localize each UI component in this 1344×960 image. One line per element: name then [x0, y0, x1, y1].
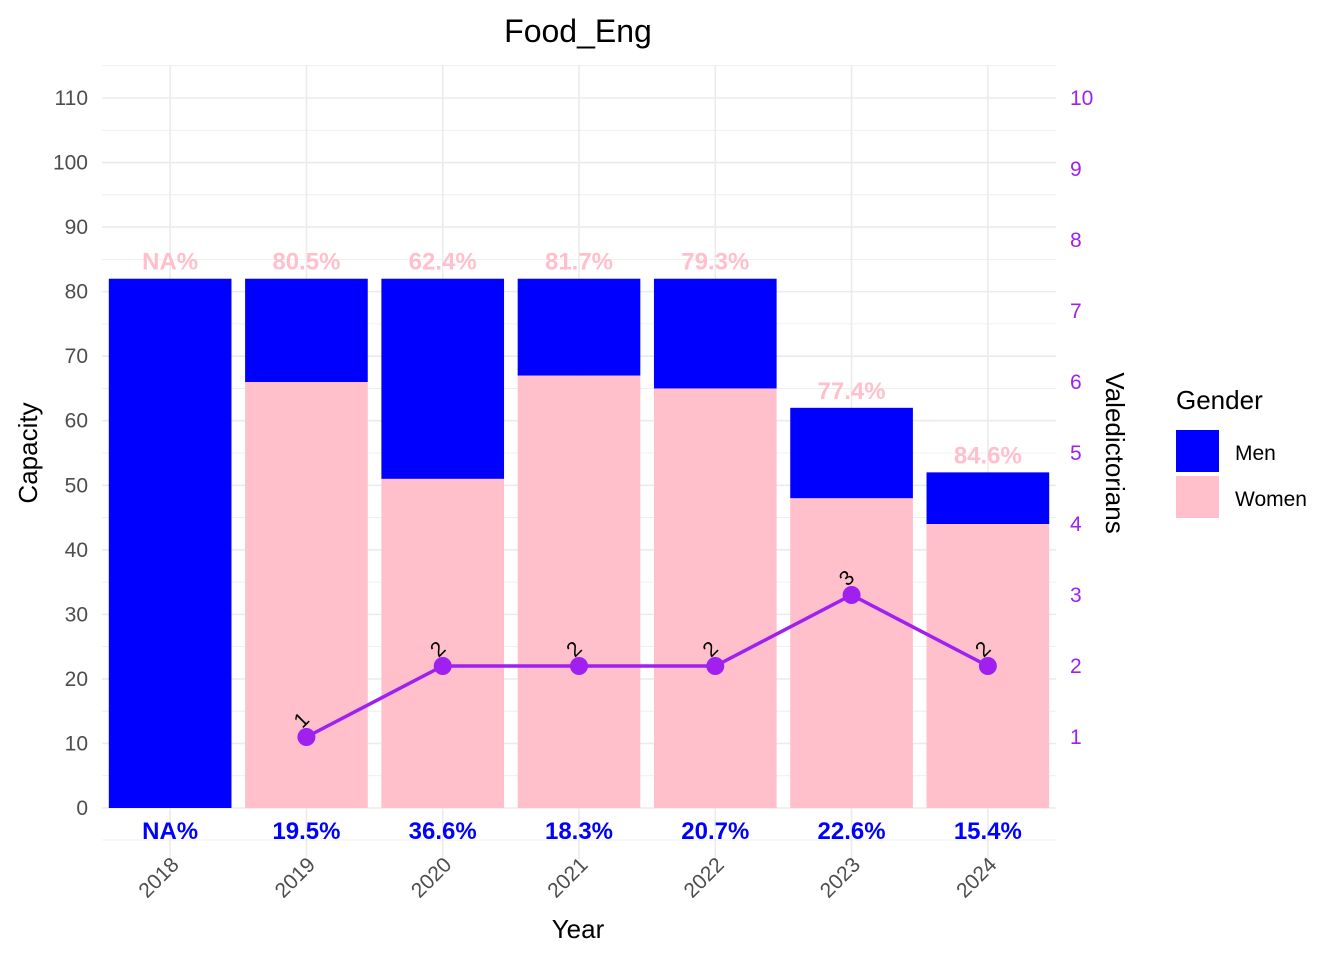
y-tick-label: 60 [65, 410, 88, 433]
y2-tick-label: 6 [1070, 371, 1082, 394]
bar-men-2023 [790, 407, 913, 499]
y-axis-title: Capacity [13, 402, 43, 503]
top-percent-label: 79.3% [681, 249, 749, 276]
bar-men-2018 [108, 278, 232, 808]
bottom-percent-label: 15.4% [954, 818, 1022, 845]
y2-tick-label: 9 [1070, 158, 1082, 181]
y-tick-label: 70 [65, 345, 88, 368]
line-point [570, 657, 588, 675]
line-point [978, 657, 997, 675]
top-percent-label: 80.5% [272, 249, 340, 276]
y-tick-label: 80 [65, 281, 88, 304]
bottom-percent-labels: NA% 19.5% 36.6% 18.3% 20.7% 22.6% 15.4% [142, 818, 1022, 845]
x-axis-title: Year [552, 914, 605, 944]
bar-men-2022 [653, 278, 777, 389]
bars [108, 278, 1050, 808]
bar-men-2020 [381, 278, 505, 479]
y2-tick-label: 1 [1070, 726, 1082, 749]
legend-swatch-men [1176, 430, 1219, 472]
y2-tick-label: 8 [1070, 229, 1082, 252]
top-percent-label: 62.4% [409, 249, 477, 276]
line-point [297, 728, 316, 746]
x-tick-label: 2024 [952, 853, 1002, 903]
x-axis: 2018 2019 2020 2021 2022 2023 2024 [134, 853, 1001, 903]
bottom-percent-label: 18.3% [545, 818, 613, 845]
y-tick-label: 20 [65, 668, 88, 691]
right-axis: 1 2 3 4 5 6 7 8 9 10 [1070, 87, 1093, 749]
x-tick-label: 2023 [816, 853, 865, 902]
y2-tick-label: 3 [1070, 584, 1082, 607]
line-path [305, 593, 989, 739]
legend: Gender Men Women [1176, 385, 1307, 518]
x-tick-label: 2022 [680, 853, 729, 902]
bar-women-2022 [653, 388, 777, 808]
top-percent-label: NA% [142, 249, 198, 276]
top-percent-label: 81.7% [545, 249, 613, 276]
bar-men-2024 [926, 472, 1050, 524]
legend-label-men: Men [1235, 442, 1276, 465]
legend-label-women: Women [1235, 488, 1307, 511]
y-tick-label: 10 [65, 732, 88, 755]
chart-title: Food_Eng [504, 13, 652, 49]
line-point [433, 657, 452, 675]
bottom-percent-label: 22.6% [818, 818, 886, 845]
top-percent-label: 77.4% [818, 378, 886, 405]
y-tick-label: 40 [65, 539, 88, 562]
y2-tick-label: 5 [1070, 442, 1082, 465]
y-tick-label: 0 [76, 797, 88, 820]
top-percent-label: 84.6% [954, 442, 1022, 469]
line-point [842, 586, 861, 604]
line-point [706, 657, 725, 675]
bar-women-2023 [790, 498, 913, 808]
bar-men-2019 [245, 278, 368, 382]
left-axis: 0 10 20 30 40 50 60 70 80 90 100 110 [53, 87, 88, 820]
bottom-percent-label: 19.5% [272, 818, 340, 845]
top-percent-labels: NA% 80.5% 62.4% 81.7% 79.3% 77.4% 84.6% [142, 249, 1022, 470]
valedictorian-line: 12 2 232 [290, 566, 997, 746]
bar-women-2021 [517, 375, 641, 808]
bottom-percent-label: 20.7% [681, 818, 749, 845]
x-tick-label: 2021 [543, 853, 592, 902]
bar-women-2020 [381, 478, 505, 808]
y-tick-label: 90 [65, 216, 88, 239]
y-tick-label: 30 [65, 603, 88, 626]
y-tick-label: 100 [53, 152, 88, 175]
x-tick-label: 2020 [407, 853, 456, 902]
legend-title: Gender [1176, 385, 1263, 415]
y2-tick-label: 10 [1070, 87, 1093, 110]
y-tick-label: 50 [65, 474, 88, 497]
x-tick-label: 2018 [134, 853, 183, 902]
y2-axis-title: Valedictorians [1100, 372, 1130, 533]
y-tick-label: 110 [55, 87, 88, 110]
bottom-percent-label: 36.6% [409, 818, 477, 845]
x-tick-label: 2019 [271, 853, 320, 902]
legend-swatch-women [1176, 476, 1219, 518]
bar-men-2021 [517, 278, 641, 376]
y2-tick-label: 2 [1070, 655, 1082, 678]
y2-tick-label: 7 [1070, 300, 1082, 323]
y2-tick-label: 4 [1070, 513, 1082, 536]
bottom-percent-label: NA% [142, 818, 198, 845]
